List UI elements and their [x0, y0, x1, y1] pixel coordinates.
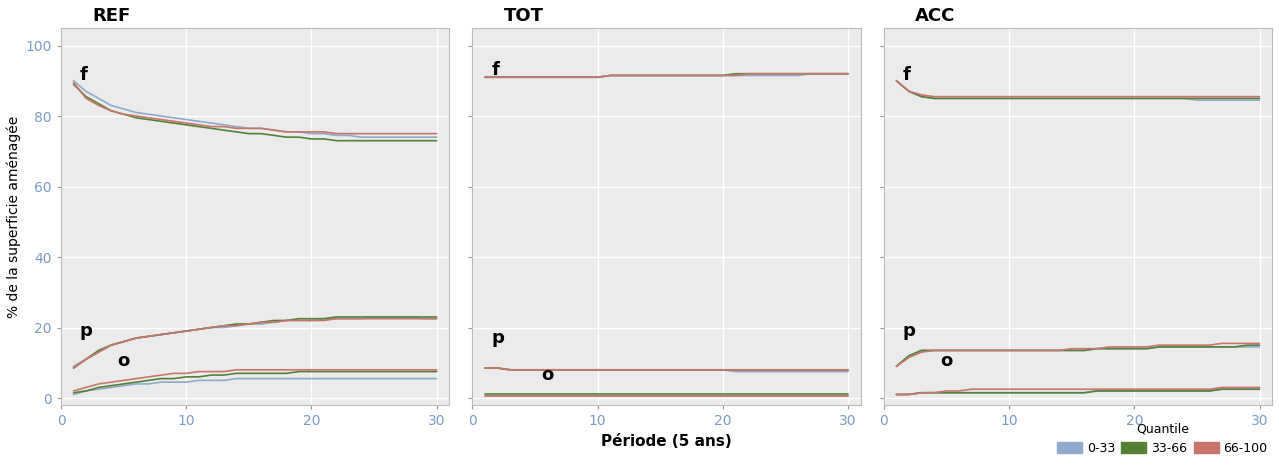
- Y-axis label: % de la superficie aménagée: % de la superficie aménagée: [6, 115, 22, 317]
- Text: f: f: [491, 61, 499, 79]
- Text: o: o: [118, 352, 129, 370]
- Text: REF: REF: [92, 7, 130, 25]
- Text: f: f: [903, 66, 911, 84]
- Legend: 0-33, 33-66, 66-100: 0-33, 33-66, 66-100: [1051, 418, 1273, 460]
- Text: p: p: [903, 322, 916, 340]
- X-axis label: Période (5 ans): Période (5 ans): [601, 434, 732, 449]
- Text: p: p: [491, 329, 504, 347]
- Text: TOT: TOT: [504, 7, 544, 25]
- Text: p: p: [79, 322, 92, 340]
- Text: ACC: ACC: [914, 7, 955, 25]
- Text: o: o: [541, 366, 554, 384]
- Text: f: f: [79, 66, 88, 84]
- Text: o: o: [940, 352, 953, 370]
